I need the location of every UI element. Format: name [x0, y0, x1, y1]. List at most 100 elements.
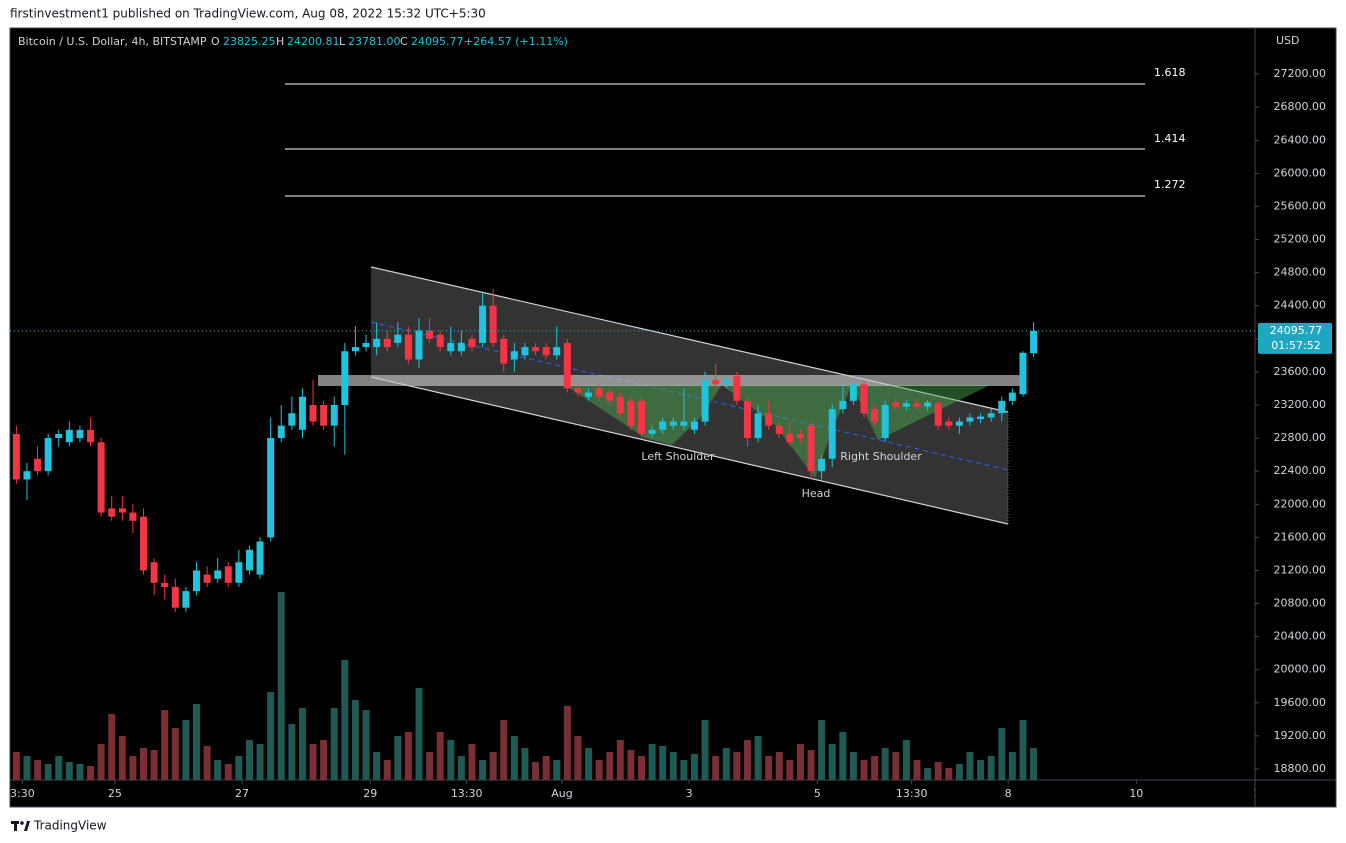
candle-body	[415, 330, 423, 360]
x-tick-label: Aug	[551, 787, 572, 800]
volume-bar	[966, 752, 974, 780]
candle-body	[97, 442, 105, 513]
candle-body	[680, 421, 688, 426]
y-tick-label: 24400.00	[1274, 299, 1327, 312]
x-tick-label: 3:30	[10, 787, 35, 800]
symbol: Bitcoin / U.S. Dollar, 4h, BITSTAMP	[18, 35, 207, 48]
volume-bar	[65, 762, 73, 780]
resistance-band	[318, 375, 1025, 386]
candle-body	[659, 421, 667, 430]
candle-body	[934, 403, 942, 426]
volume-bar	[161, 710, 169, 780]
volume-bar	[256, 744, 264, 780]
volume-bar	[712, 756, 720, 780]
candle-body	[871, 409, 879, 422]
candle-body	[712, 380, 720, 385]
candle-body	[267, 438, 275, 538]
candle-body	[521, 347, 529, 356]
volume-bar	[55, 756, 63, 780]
candle-body	[786, 433, 794, 443]
volume-bar	[214, 760, 222, 780]
volume-bar	[468, 744, 476, 780]
volume-bar	[659, 746, 667, 780]
candle-body	[627, 400, 635, 426]
candle-body	[987, 413, 995, 418]
candle-body	[489, 305, 497, 343]
candle-body	[161, 582, 169, 587]
volume-bar	[489, 752, 497, 780]
candle-body	[765, 413, 773, 426]
y-tick-label: 19200.00	[1274, 729, 1327, 742]
legend-label: O	[211, 35, 220, 48]
candle-body	[585, 392, 593, 397]
volume-bar	[902, 740, 910, 780]
channel-lower	[370, 376, 1009, 525]
x-axis: 3:30 25 27 29 13:30 Aug 3 5 13:30 8 10 12	[10, 780, 1267, 800]
volume-bar	[669, 752, 677, 780]
volume-bar	[627, 750, 635, 780]
candle-body	[638, 400, 646, 434]
candle-body	[192, 570, 200, 592]
volume-bar	[76, 764, 84, 780]
volume-bar	[320, 740, 328, 780]
candle-body	[542, 347, 550, 356]
volume-bar	[447, 740, 455, 780]
candle-body	[404, 334, 412, 360]
channel-upper	[370, 266, 1009, 413]
volume-bar	[351, 700, 359, 780]
candle-body	[839, 400, 847, 410]
candle-body	[171, 586, 179, 608]
candle-body	[818, 458, 826, 472]
volume-bar	[913, 760, 921, 780]
y-tick-label: 20400.00	[1274, 630, 1327, 643]
x-tick-label: 12	[1253, 787, 1267, 800]
legend-change: +264.57 (+1.11%)	[464, 35, 568, 48]
candle-body	[341, 351, 349, 405]
candle-body	[955, 421, 963, 426]
volume-bar	[690, 754, 698, 780]
volume-bar	[606, 752, 614, 780]
volume-bar	[415, 688, 423, 780]
volume-bar	[298, 708, 306, 780]
volume-bar	[245, 740, 253, 780]
candle-body	[690, 421, 698, 430]
y-tick-label: 22800.00	[1274, 431, 1327, 444]
volume-bar	[457, 756, 465, 780]
volume-bar	[510, 736, 518, 780]
volume-bar	[383, 760, 391, 780]
y-tick-label: 25600.00	[1274, 199, 1327, 212]
head-shape	[722, 385, 852, 478]
volume-bar	[977, 760, 985, 780]
legend-label: H	[276, 35, 284, 48]
y-tick-label: 25200.00	[1274, 233, 1327, 246]
last-price-box	[1258, 322, 1332, 354]
candle-body	[733, 376, 741, 401]
volume-bar	[34, 760, 42, 780]
candle-body	[394, 334, 402, 343]
volume-bar	[288, 724, 296, 780]
brand: TradingView	[33, 819, 107, 833]
legend-value: 23825.25	[223, 35, 276, 48]
y-tick-label: 20000.00	[1274, 663, 1327, 676]
candle-body	[648, 429, 656, 434]
y-tick-label: 18800.00	[1274, 762, 1327, 775]
volume-bar	[171, 728, 179, 780]
volume-bar	[532, 762, 540, 780]
candle-body	[76, 429, 84, 439]
candle-body	[87, 429, 95, 443]
candle-body	[288, 413, 296, 426]
candle-body	[256, 541, 264, 575]
candle-body	[457, 342, 465, 352]
footer-logo	[11, 821, 30, 831]
y-tick-label: 23600.00	[1274, 365, 1327, 378]
candle-body	[373, 338, 381, 348]
annotation: Right Shoulder	[840, 450, 922, 463]
volume-bar	[754, 736, 762, 780]
volume-bar	[542, 756, 550, 780]
candle-body	[277, 425, 285, 439]
volume-bar	[987, 756, 995, 780]
volume-bar	[309, 744, 317, 780]
candle-body	[998, 400, 1006, 414]
y-tick-label: 22000.00	[1274, 497, 1327, 510]
candle-body	[881, 405, 889, 439]
